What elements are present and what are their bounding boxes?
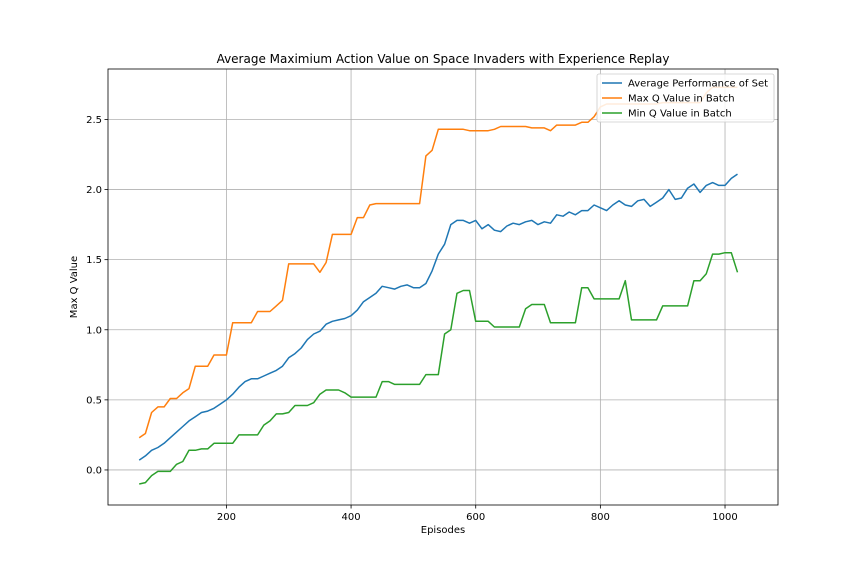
- y-tick-label: 0.0: [86, 465, 102, 476]
- legend-box: [596, 73, 775, 123]
- x-tick-label: 800: [591, 512, 610, 523]
- legend-label-average: Average Performance of Set: [628, 79, 768, 90]
- x-tick-label: 600: [466, 512, 485, 523]
- x-tick-label: 200: [217, 512, 236, 523]
- series-line-0: [138, 173, 738, 461]
- y-tick-label: 1.0: [86, 325, 102, 336]
- legend: Average Performance of Set Max Q Value i…: [596, 73, 775, 123]
- x-axis-label: Episodes: [421, 525, 465, 536]
- axis-ticks: 200 400 600 800 1000 0.0 0.5 1.0 1.5 2.0 2.5: [86, 115, 738, 523]
- y-tick-label: 2.0: [86, 185, 102, 196]
- y-tick-label: 1.5: [86, 255, 102, 266]
- x-tick-label: 400: [342, 512, 361, 523]
- chart-title: Average Maximium Action Value on Space I…: [217, 52, 670, 66]
- legend-label-max: Max Q Value in Batch: [628, 94, 735, 105]
- y-tick-label: 2.5: [86, 115, 102, 126]
- y-tick-label: 0.5: [86, 395, 102, 406]
- series-line-2: [139, 251, 739, 485]
- legend-label-min: Min Q Value in Batch: [628, 109, 732, 120]
- y-axis-label: Max Q Value: [69, 256, 80, 318]
- x-tick-label: 1000: [712, 512, 737, 523]
- plot-frame: [107, 68, 779, 506]
